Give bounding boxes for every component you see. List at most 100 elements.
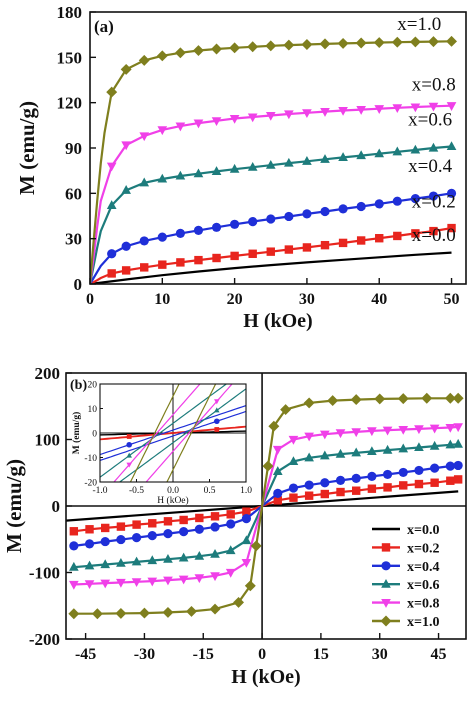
data-point bbox=[351, 486, 361, 495]
inset-y-tick-label: 0 bbox=[92, 430, 97, 440]
data-point bbox=[120, 63, 132, 75]
data-point bbox=[393, 231, 402, 241]
data-point bbox=[428, 191, 439, 201]
data-point bbox=[193, 45, 204, 56]
data-point bbox=[452, 392, 464, 404]
data-point bbox=[445, 423, 456, 433]
data-point bbox=[338, 152, 348, 161]
legend-swatch-marker bbox=[380, 615, 392, 627]
y-tick-label-a: 0 bbox=[74, 275, 83, 294]
data-point bbox=[121, 185, 131, 194]
data-point bbox=[194, 255, 203, 265]
data-point bbox=[241, 535, 252, 545]
data-point bbox=[229, 114, 240, 124]
data-point bbox=[273, 488, 283, 498]
data-point bbox=[175, 228, 185, 238]
data-point bbox=[162, 606, 174, 618]
data-point bbox=[131, 578, 142, 588]
data-point bbox=[116, 522, 126, 531]
data-point bbox=[446, 35, 457, 47]
data-point bbox=[356, 106, 366, 115]
x-tick-label-b: 30 bbox=[372, 646, 388, 663]
data-point bbox=[195, 513, 204, 523]
data-point bbox=[101, 523, 110, 533]
inset-branch bbox=[100, 405, 246, 456]
data-point bbox=[132, 520, 141, 529]
series-annotation: x=0.0 bbox=[412, 225, 456, 246]
data-point bbox=[121, 266, 131, 275]
inset-loop bbox=[100, 405, 246, 461]
x-tick-label-a: 30 bbox=[299, 291, 315, 308]
legend-label: x=0.0 bbox=[407, 523, 439, 538]
x-tick-label-a: 40 bbox=[371, 291, 387, 308]
inset-branch bbox=[100, 384, 228, 478]
data-point bbox=[210, 512, 220, 521]
data-point bbox=[302, 209, 312, 219]
inset-loop bbox=[100, 425, 246, 441]
legend-swatch-marker bbox=[381, 561, 391, 571]
series-line bbox=[73, 397, 459, 615]
data-point bbox=[248, 216, 258, 227]
data-point bbox=[247, 161, 258, 171]
y-tick-label-b: 200 bbox=[35, 364, 61, 383]
series-a-x10 bbox=[90, 35, 457, 284]
series-a-x00 bbox=[90, 251, 452, 284]
legend-swatch-marker bbox=[381, 543, 391, 552]
series-b-x10 bbox=[68, 392, 464, 620]
data-point bbox=[157, 232, 167, 242]
x-axis-label-b: H (kOe) bbox=[231, 666, 300, 688]
data-point bbox=[139, 132, 150, 142]
data-point bbox=[226, 510, 235, 519]
data-point bbox=[392, 146, 403, 156]
data-point bbox=[446, 476, 455, 485]
y-tick-label-a: 90 bbox=[65, 139, 82, 158]
data-point bbox=[445, 439, 456, 449]
data-point bbox=[410, 194, 420, 204]
series-line bbox=[90, 145, 452, 284]
inset-y-tick-label: -10 bbox=[84, 454, 97, 464]
data-point bbox=[320, 154, 330, 163]
data-point bbox=[338, 106, 348, 116]
data-point bbox=[320, 206, 330, 217]
data-point bbox=[241, 558, 252, 568]
data-point bbox=[367, 427, 377, 437]
data-point bbox=[302, 109, 312, 119]
y-axis-label-a: M (emu/g) bbox=[15, 101, 39, 195]
data-point bbox=[163, 553, 173, 563]
data-point bbox=[367, 484, 377, 493]
data-point bbox=[100, 579, 111, 589]
data-point bbox=[374, 148, 385, 158]
data-point bbox=[138, 54, 150, 66]
series-annotation: x=1.0 bbox=[397, 14, 441, 35]
y-tick-label-a: 150 bbox=[57, 48, 83, 67]
data-point bbox=[233, 596, 245, 608]
data-point bbox=[175, 170, 186, 180]
x-axis-label-a: H (kOe) bbox=[243, 310, 312, 332]
series-a-x02 bbox=[90, 223, 456, 284]
legend-item: x=1.0 bbox=[372, 615, 439, 630]
data-point bbox=[69, 527, 79, 536]
y-tick-label-a: 30 bbox=[65, 230, 82, 249]
data-point bbox=[430, 478, 439, 487]
data-point bbox=[178, 552, 189, 562]
data-point bbox=[398, 425, 409, 435]
data-point bbox=[447, 223, 456, 233]
data-point bbox=[244, 580, 256, 592]
data-point bbox=[374, 199, 384, 209]
legend-label: x=0.2 bbox=[407, 541, 439, 556]
inset-point bbox=[214, 427, 220, 432]
legend-b: x=0.0 x=0.2 x=0.4 x=0.6 x=0.8 x=1.0 bbox=[372, 523, 439, 630]
data-point bbox=[106, 200, 117, 209]
inset-branch bbox=[113, 384, 201, 482]
series-b-x06 bbox=[69, 438, 463, 571]
series-a-x08 bbox=[90, 102, 457, 284]
data-point bbox=[367, 471, 377, 482]
data-point bbox=[156, 50, 168, 62]
plot-area-b bbox=[66, 392, 464, 620]
inset-branch bbox=[145, 384, 233, 482]
data-point bbox=[225, 568, 236, 578]
data-point bbox=[265, 159, 276, 169]
data-point bbox=[382, 469, 393, 480]
data-point bbox=[319, 38, 331, 50]
data-point bbox=[272, 445, 283, 455]
